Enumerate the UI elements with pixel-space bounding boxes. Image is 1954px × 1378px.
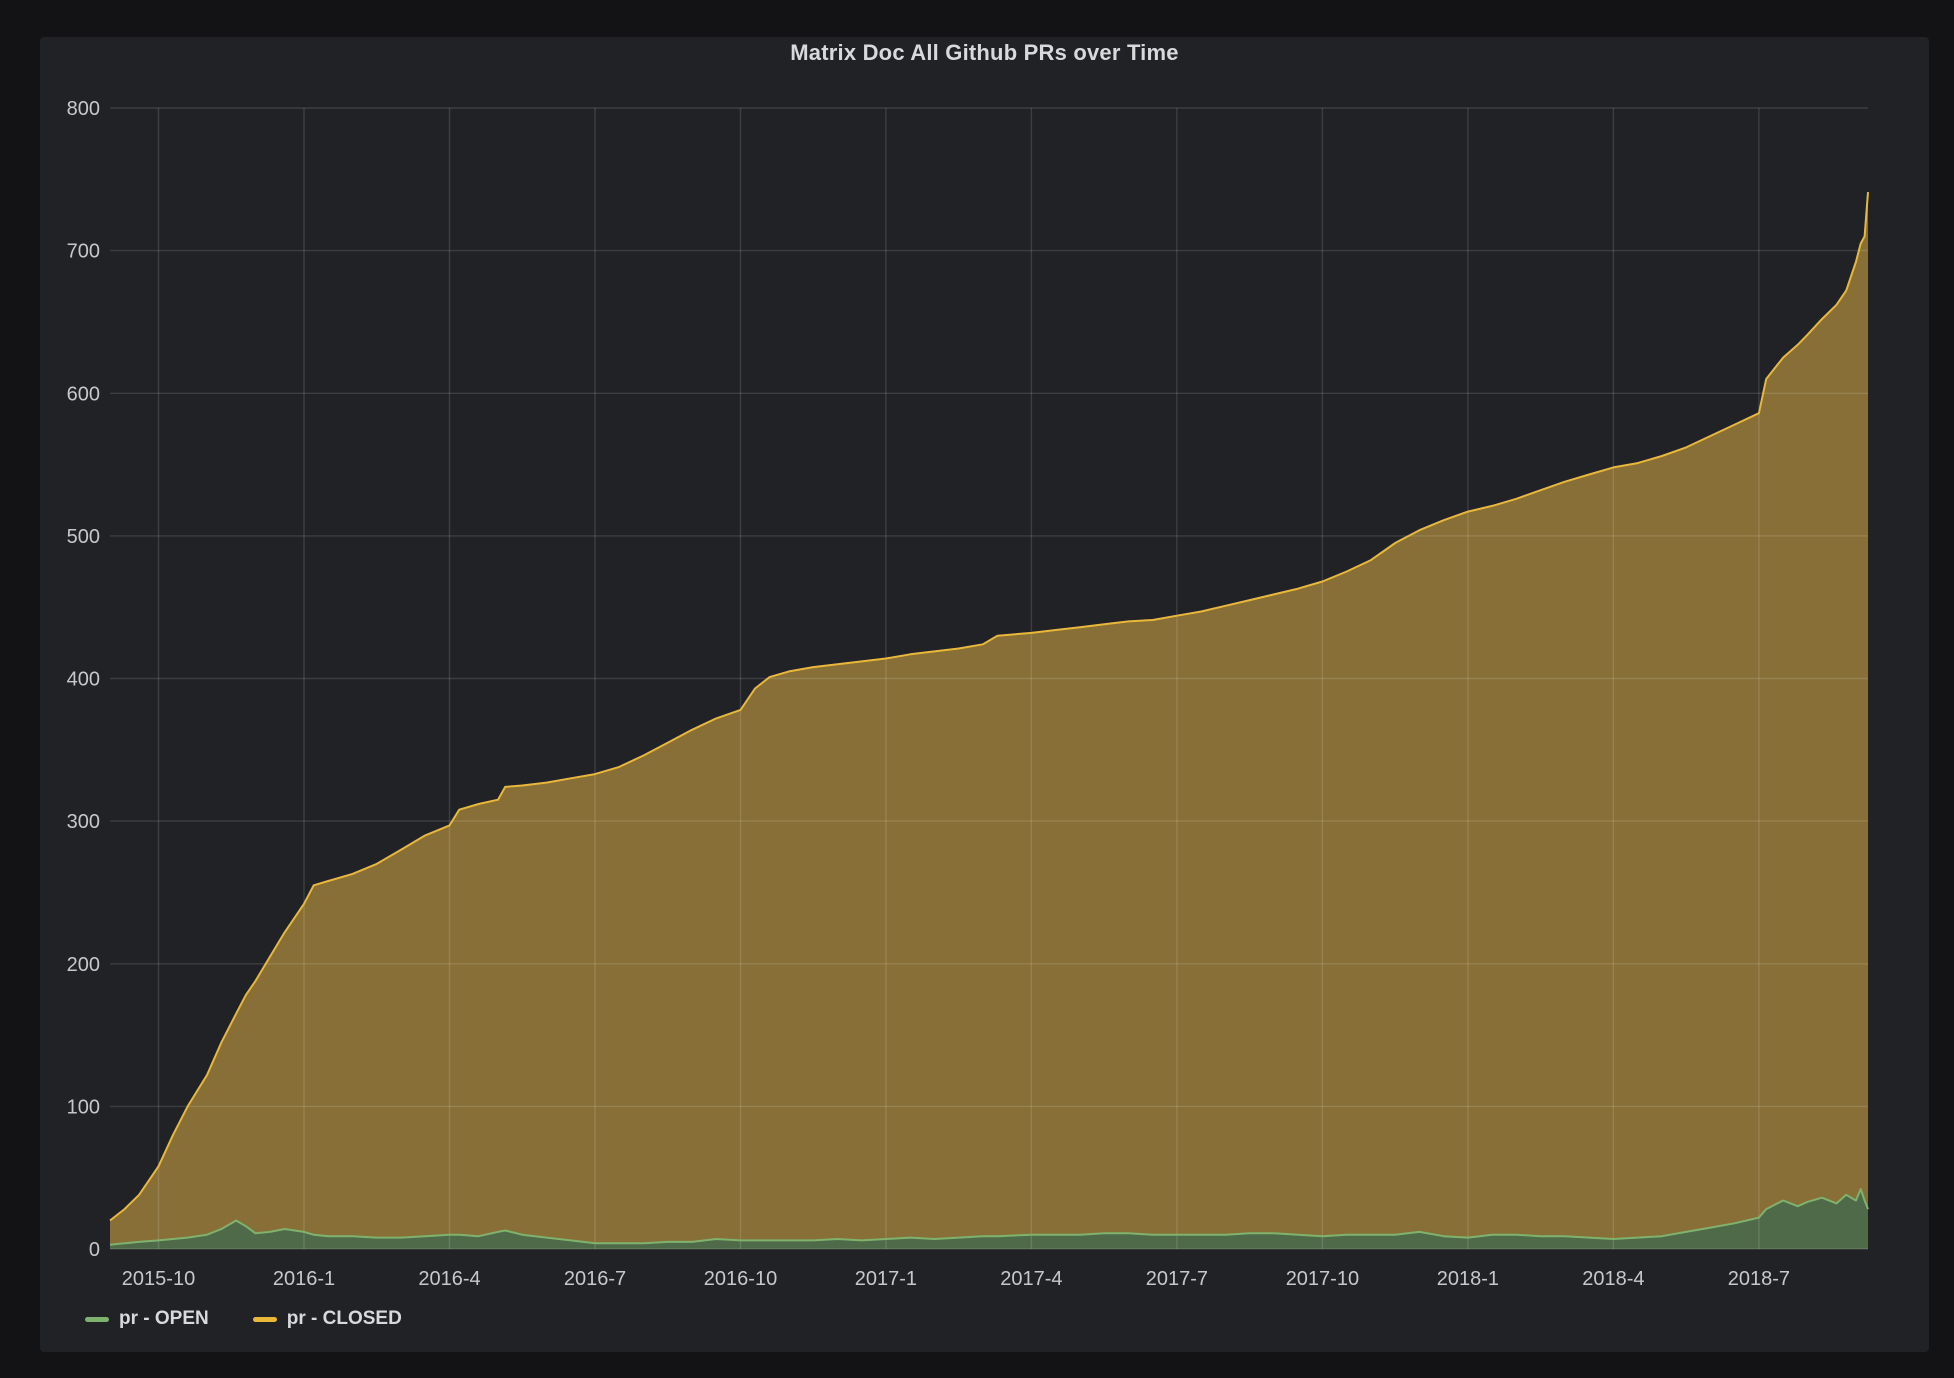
y-axis-tick-label: 0	[89, 1239, 100, 1261]
y-axis-tick-label: 500	[67, 526, 100, 548]
closed-series-swatch	[252, 1316, 277, 1322]
x-axis-tick-label: 2016-4	[418, 1268, 480, 1290]
x-axis-tick-label: 2016-10	[704, 1268, 777, 1290]
closed-line	[109, 192, 1869, 1222]
x-axis-tick-label: 2018-7	[1728, 1268, 1790, 1290]
legend-item-open[interactable]: pr - OPEN	[85, 1308, 209, 1330]
y-axis-tick-label: 300	[67, 811, 100, 833]
closed-area	[110, 192, 1868, 1245]
x-axis-tick-label: 2018-1	[1437, 1268, 1499, 1290]
x-axis-tick-label: 2015-10	[122, 1268, 195, 1290]
x-axis-tick-label: 2016-1	[273, 1268, 335, 1290]
y-axis-tick-label: 700	[67, 241, 100, 263]
x-axis-tick-label: 2018-4	[1582, 1268, 1644, 1290]
legend-label-open: pr - OPEN	[119, 1308, 209, 1329]
x-axis-tick-label: 2017-1	[855, 1268, 917, 1290]
open-series-swatch	[85, 1316, 109, 1322]
y-axis-tick-label: 400	[67, 669, 100, 691]
y-axis-tick-label: 800	[67, 98, 100, 120]
y-axis-tick-label: 100	[67, 1096, 100, 1118]
y-axis-tick-label: 600	[67, 383, 100, 405]
legend-label-closed: pr - CLOSED	[286, 1308, 402, 1329]
x-axis-tick-label: 2017-7	[1146, 1268, 1208, 1290]
x-axis-tick-label: 2016-7	[564, 1268, 626, 1290]
open-line	[109, 1188, 1869, 1246]
panel-title: Matrix Doc All Github PRs over Time	[790, 40, 1179, 65]
chart-legend: pr - OPEN pr - CLOSED	[85, 1308, 402, 1330]
x-axis-tick-label: 2017-4	[1000, 1268, 1062, 1290]
legend-item-closed[interactable]: pr - CLOSED	[252, 1308, 402, 1330]
y-axis-tick-label: 200	[67, 954, 100, 976]
x-axis-tick-label: 2017-10	[1286, 1268, 1359, 1290]
